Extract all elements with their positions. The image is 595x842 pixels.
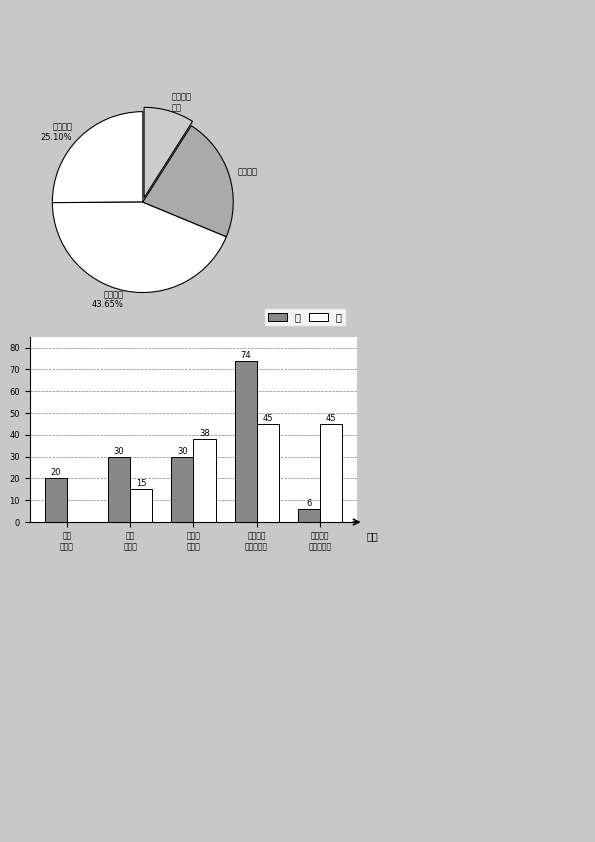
Text: 45: 45 [326,414,336,423]
Legend: 男, 女: 男, 女 [264,308,346,326]
Text: 30: 30 [177,446,187,456]
Text: 帮助很大
25.10%: 帮助很大 25.10% [40,122,72,141]
Bar [130,489,152,522]
Text: 6: 6 [306,498,312,508]
Text: 帮助不大: 帮助不大 [237,168,258,177]
Bar [45,478,67,522]
Text: 45: 45 [262,414,273,423]
Bar [320,424,342,522]
Bar [171,456,193,522]
Bar [234,360,256,522]
Wedge shape [143,125,233,237]
Wedge shape [52,202,226,292]
Text: 74: 74 [240,350,251,360]
Text: 20: 20 [51,468,61,477]
Text: 38: 38 [199,429,210,438]
Wedge shape [144,107,193,198]
Bar [193,440,215,522]
Bar [108,456,130,522]
Text: 30: 30 [114,446,124,456]
Bar [256,424,279,522]
Wedge shape [52,112,143,203]
Text: 几乎没有
帮助: 几乎没有 帮助 [172,93,192,112]
Text: 内容: 内容 [367,531,378,541]
Text: 15: 15 [136,479,146,488]
Bar [298,509,320,522]
Text: 帮助较大
43.65%: 帮助较大 43.65% [92,290,124,309]
